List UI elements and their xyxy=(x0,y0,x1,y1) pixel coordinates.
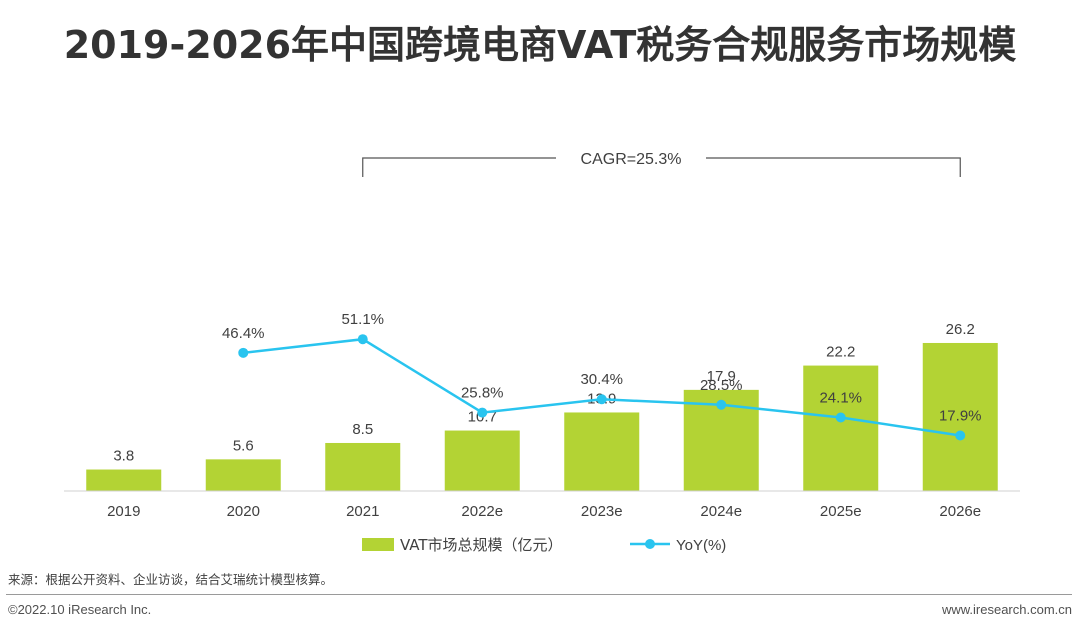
yoy-point xyxy=(238,347,249,358)
bar xyxy=(922,342,998,491)
bar-value-label: 3.8 xyxy=(113,448,134,465)
legend-line-label: YoY(%) xyxy=(676,537,726,554)
bar-value-label: 17.9 xyxy=(707,368,736,385)
x-tick-label: 2026e xyxy=(939,503,981,520)
yoy-value-label: 46.4% xyxy=(222,325,265,342)
x-tick-label: 2025e xyxy=(820,503,862,520)
yoy-value-label: 17.9% xyxy=(939,407,982,424)
x-tick-label: 2020 xyxy=(227,503,260,520)
bar-value-label: 22.2 xyxy=(826,344,855,361)
source-note: 来源：根据公开资料、企业访谈，结合艾瑞统计模型核算。 xyxy=(8,572,334,587)
yoy-value-label: 24.1% xyxy=(819,390,862,407)
yoy-point xyxy=(477,407,488,418)
yoy-point xyxy=(955,430,966,441)
cagr-bracket-left xyxy=(362,157,556,177)
bar xyxy=(205,459,281,491)
cagr-bracket-right xyxy=(706,157,961,177)
bar xyxy=(564,412,640,491)
x-tick-label: 2022e xyxy=(461,503,503,520)
yoy-value-label: 25.8% xyxy=(461,385,504,402)
x-tick-label: 2021 xyxy=(346,503,379,520)
legend-bar-label: VAT市场总规模（亿元） xyxy=(400,536,563,554)
bar xyxy=(444,430,520,491)
cagr-annotation: CAGR=25.3% xyxy=(581,151,682,168)
yoy-value-label: 51.1% xyxy=(341,311,384,328)
yoy-point xyxy=(357,334,368,345)
x-tick-label: 2023e xyxy=(581,503,623,520)
yoy-point xyxy=(716,399,727,410)
bar xyxy=(86,469,162,491)
legend-bar-swatch xyxy=(362,538,394,551)
website-link[interactable]: www.iresearch.com.cn xyxy=(941,602,1072,617)
bar-value-label: 8.5 xyxy=(352,421,373,438)
bar xyxy=(803,365,879,491)
chart-title: 2019-2026年中国跨境电商VAT税务合规服务市场规模 xyxy=(63,23,1017,67)
bar-value-label: 26.2 xyxy=(946,321,975,338)
x-tick-label: 2019 xyxy=(107,503,140,520)
x-tick-label: 2024e xyxy=(700,503,742,520)
legend-line-marker xyxy=(645,539,655,549)
yoy-value-label: 28.5% xyxy=(700,377,743,394)
bar xyxy=(325,442,401,491)
footer-divider xyxy=(6,594,1072,595)
bar-value-label: 5.6 xyxy=(233,437,254,454)
yoy-point xyxy=(596,394,607,405)
yoy-value-label: 30.4% xyxy=(580,371,623,388)
yoy-point xyxy=(835,412,846,423)
copyright-text: ©2022.10 iResearch Inc. xyxy=(8,602,152,617)
